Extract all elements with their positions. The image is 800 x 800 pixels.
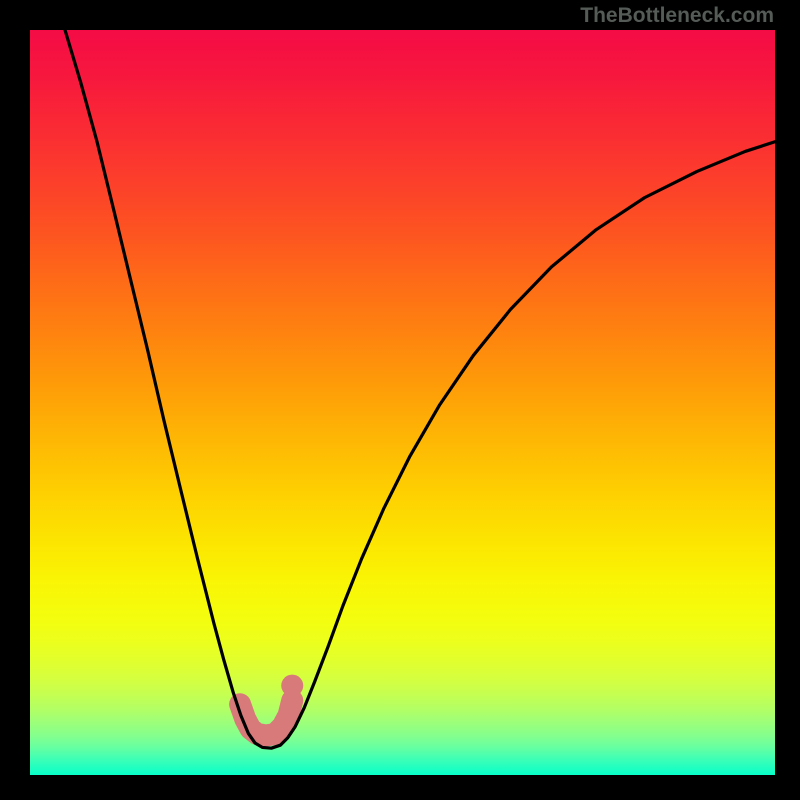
curve-layer <box>30 30 775 775</box>
watermark-text: TheBottleneck.com <box>580 4 774 28</box>
trough-end-dot <box>281 675 303 697</box>
chart-frame: TheBottleneck.com <box>0 0 800 800</box>
plot-area <box>30 30 775 775</box>
bottleneck-curve <box>65 30 775 748</box>
